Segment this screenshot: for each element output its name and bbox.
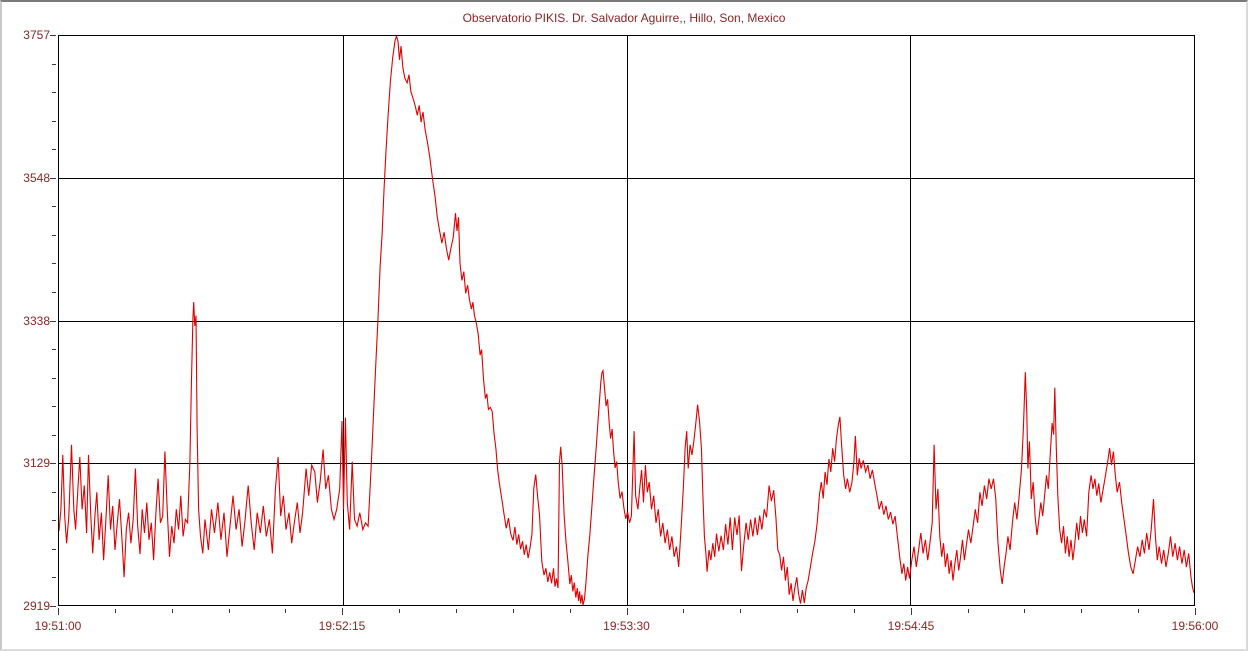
y-minor-tick [52,406,56,408]
x-minor-tick [683,609,685,613]
y-minor-tick [52,206,56,208]
y-tick-label-0: 3757 [23,28,50,42]
x-minor-tick [569,609,571,613]
gridline-vertical-195330 [626,36,628,605]
y-minor-tick [52,520,56,522]
y-minor-tick [52,577,56,579]
x-tick-label-1: 19:52:15 [318,619,366,633]
x-minor-tick [399,609,401,613]
gridline-vertical-195215 [342,36,344,605]
y-minor-tick [52,491,56,493]
y-major-tick [50,320,56,322]
y-minor-tick [52,377,56,379]
x-major-tick [342,608,344,615]
x-minor-tick [114,609,116,613]
x-tick-label-4: 19:56:00 [1171,619,1219,633]
y-tick-label-3: 3129 [23,456,50,470]
x-minor-tick [1081,609,1083,613]
x-major-tick [58,608,59,615]
x-minor-tick [967,609,969,613]
x-major-tick [1195,608,1196,615]
x-major-tick [910,608,912,615]
x-minor-tick [1138,609,1140,613]
signal-trace [59,36,1194,605]
y-minor-tick [52,92,56,94]
y-minor-tick [52,63,56,65]
x-tick-label-2: 19:53:30 [603,619,650,633]
plot-area [58,35,1195,606]
x-minor-tick [171,609,173,613]
y-major-tick [50,463,56,465]
y-minor-tick [52,548,56,550]
x-major-tick [626,608,628,615]
y-minor-tick [52,349,56,351]
y-major-tick [50,35,56,36]
y-minor-tick [52,434,56,436]
x-minor-tick [285,609,287,613]
y-tick-label-2: 3338 [23,314,50,328]
x-minor-tick [455,609,457,613]
y-major-tick [50,606,56,607]
y-tick-label-1: 3548 [23,171,50,185]
y-minor-tick [52,291,56,293]
x-minor-tick [853,609,855,613]
x-minor-tick [797,609,799,613]
x-tick-label-0: 19:51:00 [34,619,82,633]
y-minor-tick [52,263,56,265]
chart-title: Observatorio PIKIS. Dr. Salvador Aguirre… [462,11,786,25]
x-minor-tick [740,609,742,613]
y-minor-tick [52,234,56,236]
y-minor-tick [52,149,56,151]
y-major-tick [50,177,56,179]
y-minor-tick [52,120,56,122]
y-tick-label-4: 2919 [23,599,50,613]
x-minor-tick [228,609,230,613]
x-minor-tick [1024,609,1026,613]
gridline-vertical-195445 [910,36,912,605]
x-minor-tick [512,609,514,613]
x-tick-label-3: 19:54:45 [887,619,935,633]
